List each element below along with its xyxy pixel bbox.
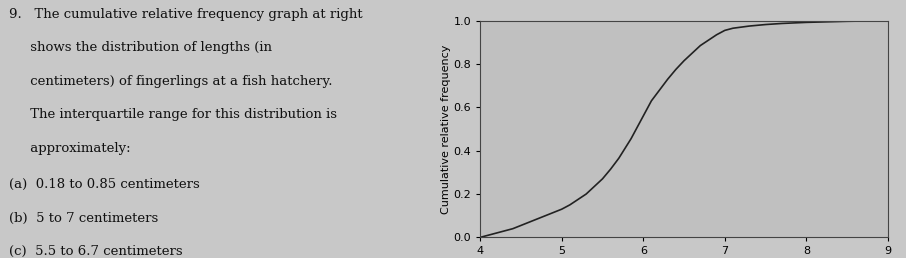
Text: The interquartile range for this distribution is: The interquartile range for this distrib… xyxy=(9,108,337,121)
Text: (b)  5 to 7 centimeters: (b) 5 to 7 centimeters xyxy=(9,212,159,224)
Y-axis label: Cumulative relative frequency: Cumulative relative frequency xyxy=(440,44,450,214)
Text: shows the distribution of lengths (in: shows the distribution of lengths (in xyxy=(9,41,272,54)
Text: (a)  0.18 to 0.85 centimeters: (a) 0.18 to 0.85 centimeters xyxy=(9,178,200,191)
Text: approximately:: approximately: xyxy=(9,142,130,155)
Text: (c)  5.5 to 6.7 centimeters: (c) 5.5 to 6.7 centimeters xyxy=(9,245,183,258)
Text: 9.   The cumulative relative frequency graph at right: 9. The cumulative relative frequency gra… xyxy=(9,8,362,21)
Text: centimeters) of fingerlings at a fish hatchery.: centimeters) of fingerlings at a fish ha… xyxy=(9,75,333,88)
